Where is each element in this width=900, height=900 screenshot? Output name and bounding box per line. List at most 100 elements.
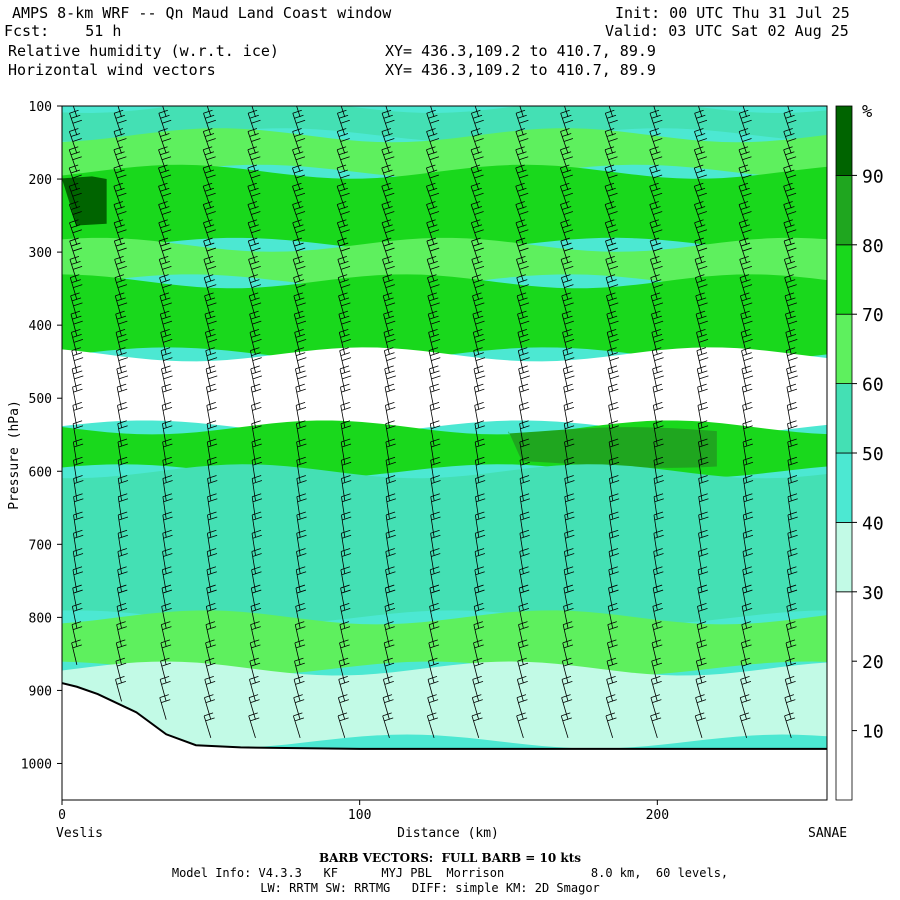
wind-barb	[338, 657, 350, 684]
wind-barb	[73, 529, 84, 556]
wind-barb	[338, 328, 351, 355]
wind-barb	[560, 109, 574, 136]
wind-barb	[515, 164, 529, 191]
wind-barb	[250, 621, 261, 647]
wind-barb	[605, 237, 618, 264]
wind-barb	[694, 255, 708, 282]
valid-time: Valid: 03 UTC Sat 02 Aug 25	[605, 22, 849, 40]
wind-barb	[159, 274, 172, 300]
wind-barb	[650, 694, 662, 720]
wind-barb	[471, 694, 483, 720]
wind-barb	[738, 201, 752, 227]
wind-barb	[202, 146, 216, 172]
model-info: Model Info: V4.3.3 KF MYJ PBL Morrison 8…	[171, 866, 729, 880]
wind-barb	[740, 639, 752, 665]
wind-barb	[337, 109, 350, 136]
wind-barb	[205, 602, 217, 629]
wind-barb	[739, 255, 752, 282]
wind-barb	[561, 694, 573, 720]
wind-barb	[206, 402, 217, 428]
wind-barb	[158, 201, 172, 227]
wind-barb	[429, 402, 441, 428]
forecast-hour: Fcst: 51 h	[4, 22, 122, 40]
wind-barb	[114, 292, 128, 318]
wind-barb	[559, 182, 573, 209]
wind-barb	[296, 438, 307, 465]
wind-barb	[787, 420, 798, 446]
wind-barb	[341, 493, 352, 519]
wind-barb	[382, 292, 396, 318]
colorbar-level-label: 60	[862, 375, 884, 396]
wind-barb	[694, 274, 708, 300]
wind-barb	[695, 675, 707, 702]
wind-barb	[742, 438, 754, 465]
wind-barb	[159, 310, 173, 337]
wind-barb	[739, 274, 753, 300]
wind-barb	[787, 456, 798, 483]
wind-barb	[697, 548, 709, 574]
wind-barb	[385, 420, 396, 446]
wind-barb	[519, 548, 530, 574]
wind-barb	[608, 529, 620, 556]
wind-barb	[559, 164, 573, 191]
wind-barb	[292, 146, 306, 172]
wind-barb	[470, 201, 484, 227]
wind-barb	[742, 529, 754, 556]
wind-barb	[653, 511, 664, 538]
wind-barb	[562, 621, 574, 647]
wind-barb	[695, 694, 707, 720]
wind-barb	[739, 292, 753, 318]
wind-barb	[515, 182, 529, 209]
wind-barb	[427, 310, 440, 337]
wind-barb	[247, 146, 261, 172]
wind-barb	[69, 255, 83, 282]
wind-barb	[203, 219, 216, 245]
wind-barb	[117, 420, 128, 446]
wind-barb	[517, 657, 529, 684]
wind-barb	[428, 347, 441, 373]
wind-barb	[426, 109, 440, 136]
wind-barb	[560, 712, 572, 739]
wind-barb	[384, 621, 395, 647]
wind-barb	[117, 493, 129, 519]
wind-barb	[694, 128, 707, 154]
wind-barb	[116, 365, 129, 391]
wind-barb	[470, 182, 484, 209]
wind-barb	[69, 219, 82, 245]
wind-barb	[295, 365, 307, 391]
wind-barb	[564, 438, 575, 465]
wind-barb	[160, 639, 172, 665]
wind-barb	[608, 475, 620, 501]
wind-barb	[251, 511, 263, 538]
wind-barb	[116, 602, 128, 629]
wind-barb	[205, 365, 218, 391]
wind-barb	[336, 146, 350, 172]
wind-barb	[158, 128, 172, 154]
wind-barb	[296, 475, 307, 501]
wind-barb	[336, 182, 350, 209]
wind-barb	[204, 328, 217, 355]
wind-barb	[515, 109, 529, 136]
wind-barb	[742, 420, 753, 446]
wind-barb	[786, 402, 798, 428]
rh-layer	[62, 274, 827, 362]
wind-barb	[206, 584, 217, 611]
wind-barb	[381, 182, 395, 209]
wind-barb	[604, 128, 618, 154]
wind-barb	[430, 456, 441, 483]
wind-barb	[697, 402, 708, 428]
wind-barb	[426, 201, 440, 227]
wind-barb	[606, 292, 619, 318]
wind-barb	[113, 146, 127, 172]
wind-barb	[562, 365, 575, 391]
wind-barb	[608, 438, 620, 465]
colorbar-level-label: 10	[862, 722, 884, 743]
wind-barb	[698, 438, 709, 465]
wind-barb	[517, 639, 529, 665]
wind-barb	[472, 292, 485, 318]
wind-barb	[248, 712, 260, 739]
wind-barb	[649, 182, 663, 209]
wind-barb	[116, 347, 128, 373]
wind-barb	[473, 347, 486, 373]
wind-barb	[72, 584, 83, 611]
